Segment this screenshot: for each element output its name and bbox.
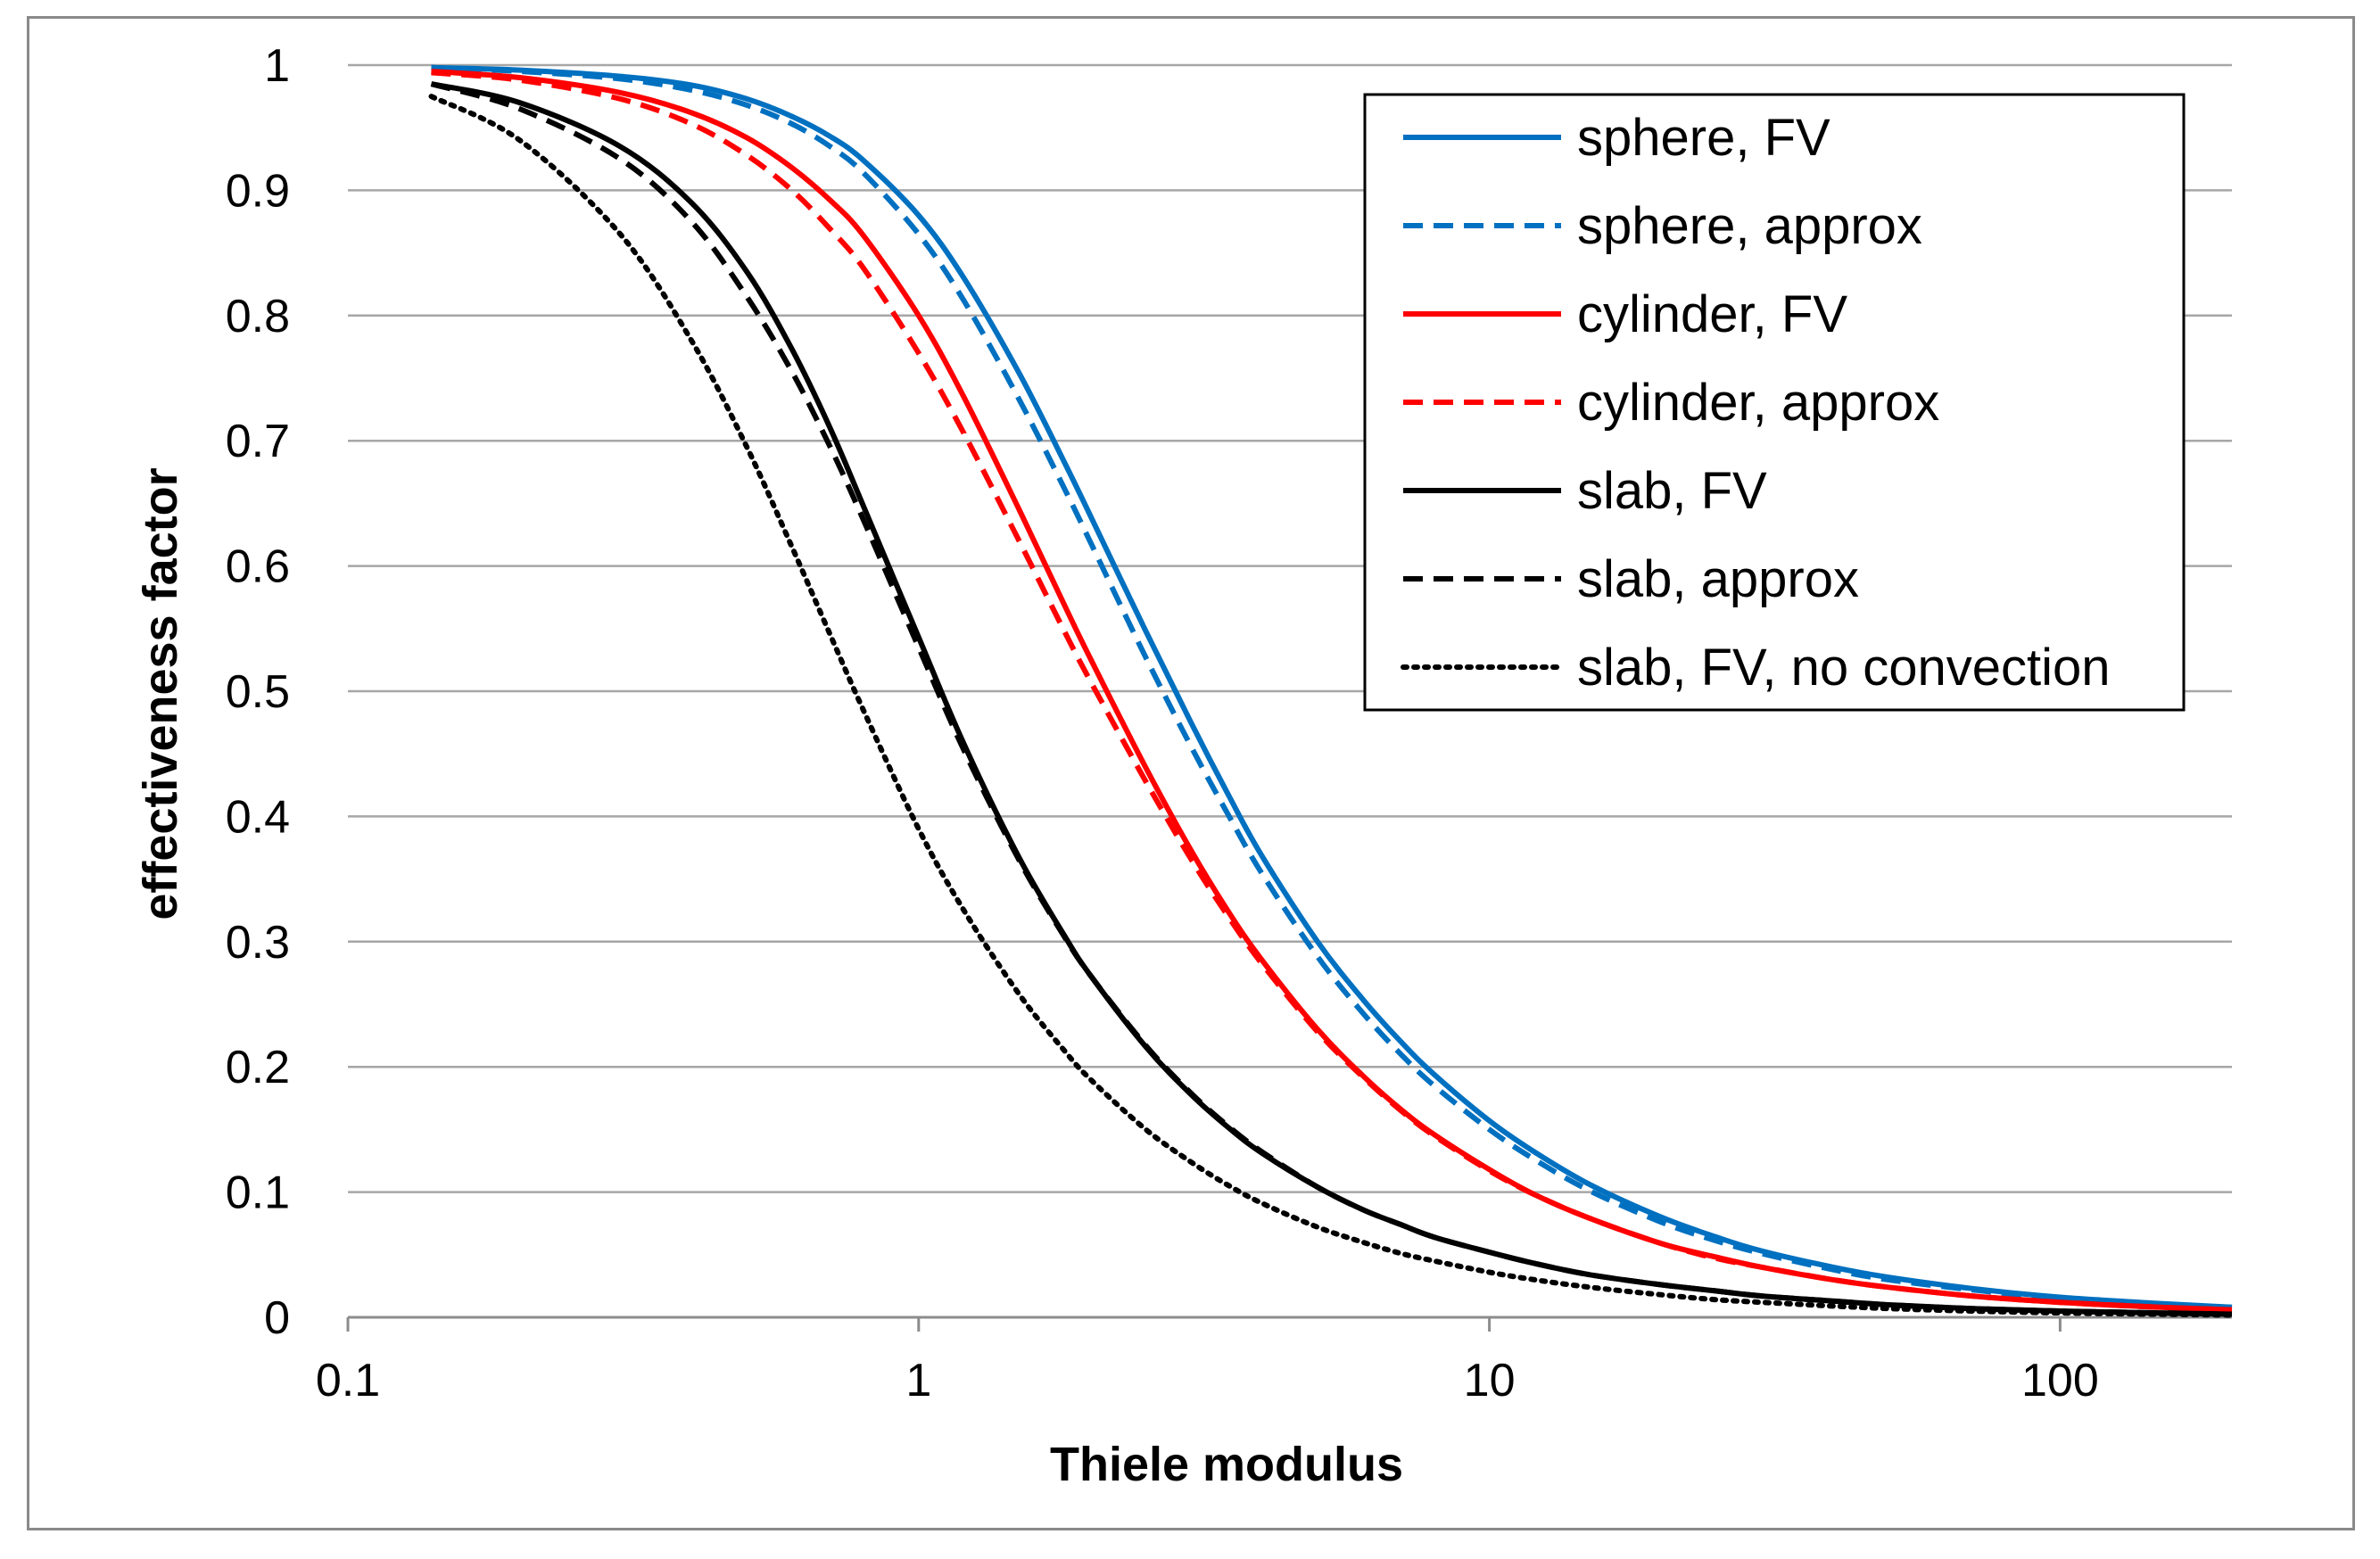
y-tick-label: 1 <box>264 40 290 92</box>
y-tick-label: 0.6 <box>226 541 290 593</box>
x-axis-title: Thiele modulus <box>1050 1438 1403 1491</box>
x-tick-label: 1 <box>905 1355 931 1406</box>
legend-label: sphere, FV <box>1577 109 1830 167</box>
legend-label: sphere, approx <box>1577 197 1922 255</box>
series-line-slab-fv-no-convection <box>428 94 2235 1318</box>
x-tick-labels: 0.1 1 10 100 <box>316 1355 2099 1406</box>
x-tick-label: 10 <box>1464 1355 1516 1406</box>
y-tick-label: 0.8 <box>226 291 290 342</box>
legend-label: cylinder, FV <box>1577 285 1847 343</box>
legend-label: cylinder, approx <box>1577 374 1939 432</box>
y-tick-label: 0.2 <box>226 1042 290 1093</box>
y-tick-label: 0.1 <box>226 1167 290 1219</box>
legend-label: slab, approx <box>1577 550 1859 608</box>
y-tick-labels: 0 0.1 0.2 0.3 0.4 0.5 0.6 0.7 0.8 0.9 1 <box>226 40 290 1344</box>
y-tick-label: 0.3 <box>226 917 290 969</box>
series-line-cylinder-approx <box>431 70 2233 1313</box>
plot-area <box>428 64 2235 1318</box>
y-tick-label: 0.9 <box>226 165 290 217</box>
series-line-slab-approx <box>430 81 2233 1317</box>
x-tick-label: 0.1 <box>316 1355 380 1406</box>
y-axis-title: effectiveness factor <box>134 467 187 920</box>
y-tick-label: 0.4 <box>226 791 290 843</box>
y-tick-label: 0.5 <box>226 666 290 718</box>
legend: sphere, FV sphere, approx cylinder, FV cyli… <box>1363 93 2186 712</box>
y-tick-label: 0.7 <box>226 416 290 467</box>
x-axis <box>346 1316 2232 1332</box>
x-tick-label: 100 <box>2021 1355 2099 1406</box>
y-tick-label: 0 <box>264 1292 290 1344</box>
legend-label: slab, FV, no convection <box>1577 639 2111 697</box>
series-line-sphere-fv <box>431 64 2233 1310</box>
legend-label: slab, FV <box>1577 462 1767 520</box>
